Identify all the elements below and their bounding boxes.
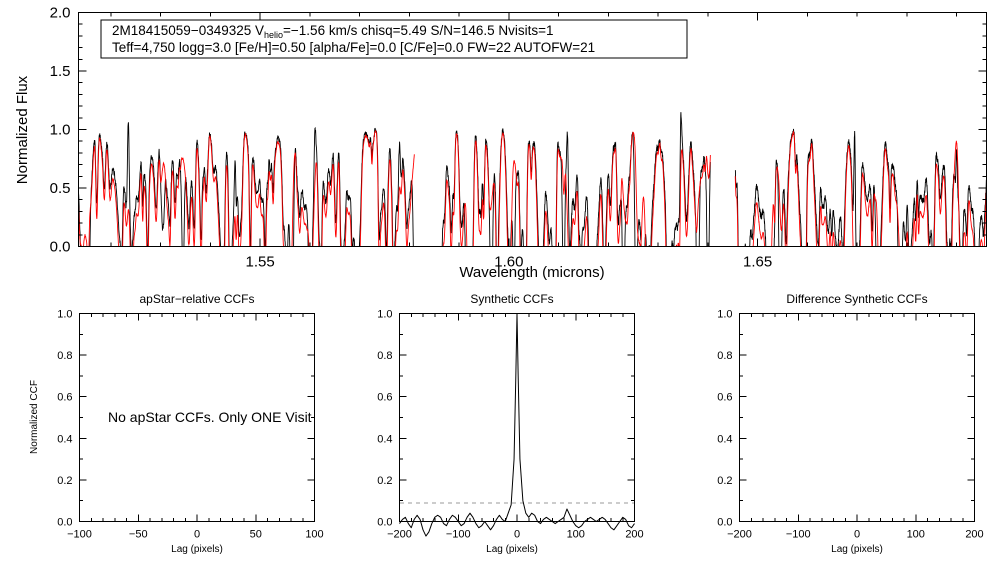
apstar-ccf-x-tick-label: 0 bbox=[194, 529, 200, 541]
spectrum-x-tick-label: 1.60 bbox=[494, 254, 523, 271]
apstar-ccf-x-tick-label: 50 bbox=[250, 529, 262, 541]
apstar-ccf-tick-labels: −100 −50 0 50 100 0.0 0.2 0.4 0.6 0.8 1.0 bbox=[57, 309, 323, 541]
difference-synthetic-ccf-x-tick-label: −200 bbox=[727, 529, 752, 541]
difference-synthetic-ccf-title: Difference Synthetic CCFs bbox=[786, 292, 927, 306]
synthetic-ccf-x-axis-label: Lag (pixels) bbox=[486, 544, 538, 555]
synthetic-ccf-x-tick-label: 0 bbox=[514, 529, 520, 541]
apstar-ccf-title: apStar−relative CCFs bbox=[139, 292, 254, 306]
synthetic-ccf-y-tick-label: 0.4 bbox=[377, 433, 392, 445]
spectrum-traces bbox=[79, 112, 987, 247]
difference-synthetic-ccf-y-tick-label: 0.8 bbox=[717, 350, 732, 362]
spectrum-y-axis-label: Normalized Flux bbox=[14, 75, 31, 184]
apstar-ccf-x-tick-label: −100 bbox=[67, 529, 92, 541]
apstar-ccf-y-tick-label: 0.2 bbox=[57, 475, 72, 487]
apstar-ccf-x-axis-label: Lag (pixels) bbox=[171, 544, 223, 555]
spectrum-x-tick-label: 1.65 bbox=[743, 254, 772, 271]
spectrum-tick-marks bbox=[78, 12, 987, 247]
synthetic-ccf-title: Synthetic CCFs bbox=[470, 292, 553, 306]
difference-synthetic-ccf-y-tick-label: 1.0 bbox=[717, 309, 732, 321]
apstar-ccf-y-tick-label: 0.0 bbox=[57, 517, 72, 529]
synthetic-ccf-y-tick-label: 1.0 bbox=[377, 309, 392, 321]
info-line-1: 2M18415059−0349325 Vhelio=−1.56 km/s chi… bbox=[112, 23, 554, 40]
difference-synthetic-ccf-panel: Difference Synthetic CCFs −200 −100 0 100 20… bbox=[717, 292, 983, 555]
apstar-ccf-y-tick-label: 0.8 bbox=[57, 350, 72, 362]
apstar-ccf-empty-annotation: No apStar CCFs. Only ONE Visit bbox=[108, 409, 312, 425]
spectrum-y-tick-label: 1.0 bbox=[50, 122, 71, 139]
spectrum-synthetic-trace bbox=[734, 130, 987, 247]
spectrum-x-axis-label: Wavelength (microns) bbox=[459, 264, 604, 281]
spectrum-tick-labels: 1.55 1.60 1.65 0.0 0.5 1.0 1.5 2.0 bbox=[50, 5, 773, 271]
synthetic-ccf-x-tick-label: −100 bbox=[446, 529, 471, 541]
info-line-1-rest: =−1.56 km/s chisq=5.49 S/N=146.5 Nvisits… bbox=[283, 23, 554, 38]
difference-synthetic-ccf-x-tick-label: 200 bbox=[965, 529, 983, 541]
apstar-ccf-panel: apStar−relative CCFs −100 −50 0 50 100 0.0 0.2… bbox=[29, 292, 324, 555]
spectrum-panel: 1.55 1.60 1.65 0.0 0.5 1.0 1.5 2.0 Normalized F… bbox=[14, 5, 987, 281]
difference-synthetic-ccf-x-tick-label: 0 bbox=[854, 529, 860, 541]
synthetic-ccf-x-tick-label: −200 bbox=[387, 529, 412, 541]
apstar-ccf-y-tick-label: 0.4 bbox=[57, 433, 72, 445]
difference-synthetic-ccf-y-tick-label: 0.0 bbox=[717, 517, 732, 529]
synthetic-ccf-panel: Synthetic CCFs −200 −100 0 100 200 0.0 0.2 0.4 0… bbox=[377, 292, 643, 555]
apstar-ccf-x-tick-label: 100 bbox=[305, 529, 323, 541]
difference-synthetic-ccf-y-tick-label: 0.6 bbox=[717, 392, 732, 404]
info-box: 2M18415059−0349325 Vhelio=−1.56 km/s chi… bbox=[100, 19, 688, 59]
spectrum-y-tick-label: 1.5 bbox=[50, 63, 71, 80]
spectrum-y-tick-label: 0.0 bbox=[50, 239, 71, 256]
difference-synthetic-ccf-y-tick-label: 0.2 bbox=[717, 475, 732, 487]
synthetic-ccf-x-tick-label: 200 bbox=[625, 529, 643, 541]
synthetic-ccf-y-tick-label: 0.0 bbox=[377, 517, 392, 529]
difference-synthetic-ccf-axes-frame bbox=[739, 313, 975, 522]
spectrum-y-tick-label: 2.0 bbox=[50, 5, 71, 22]
apstar-ccf-y-tick-label: 1.0 bbox=[57, 309, 72, 321]
synthetic-ccf-y-tick-label: 0.8 bbox=[377, 350, 392, 362]
apstar-ccf-y-tick-label: 0.6 bbox=[57, 392, 72, 404]
synthetic-ccf-tick-labels: −200 −100 0 100 200 0.0 0.2 0.4 0.6 0.8 1.0 bbox=[377, 309, 643, 541]
apstar-ccf-x-tick-label: −50 bbox=[129, 529, 148, 541]
spectrum-synthetic-trace bbox=[442, 131, 711, 247]
info-line-1-subscript: helio bbox=[264, 30, 283, 40]
spectrum-x-tick-label: 1.55 bbox=[245, 254, 274, 271]
spectrum-observed-trace bbox=[734, 128, 987, 247]
apstar-ccf-y-axis-label: Normalized CCF bbox=[29, 380, 40, 454]
difference-synthetic-ccf-x-axis-label: Lag (pixels) bbox=[831, 544, 883, 555]
synthetic-ccf-y-tick-label: 0.6 bbox=[377, 392, 392, 404]
difference-synthetic-ccf-tick-labels: −200 −100 0 100 200 0.0 0.2 0.4 0.6 0.8 1.0 bbox=[717, 309, 983, 541]
synthetic-ccf-tick-marks bbox=[399, 313, 635, 522]
info-line-1-main: 2M18415059−0349325 V bbox=[112, 23, 264, 38]
synthetic-ccf-y-tick-label: 0.2 bbox=[377, 475, 392, 487]
difference-synthetic-ccf-y-tick-label: 0.4 bbox=[717, 433, 732, 445]
synthetic-ccf-axes-frame bbox=[399, 313, 635, 522]
info-box-border bbox=[100, 19, 688, 59]
info-line-2: Teff=4,750 logg=3.0 [Fe/H]=0.50 [alpha/F… bbox=[112, 40, 595, 55]
spectrum-y-tick-label: 0.5 bbox=[50, 180, 71, 197]
synthetic-ccf-x-tick-label: 100 bbox=[567, 529, 585, 541]
spectrum-synthetic-trace bbox=[79, 130, 415, 247]
difference-synthetic-ccf-x-tick-label: −100 bbox=[786, 529, 811, 541]
difference-synthetic-ccf-tick-marks bbox=[739, 313, 975, 522]
apstar-ccf-tick-marks bbox=[79, 313, 315, 522]
difference-synthetic-ccf-x-tick-label: 100 bbox=[907, 529, 925, 541]
